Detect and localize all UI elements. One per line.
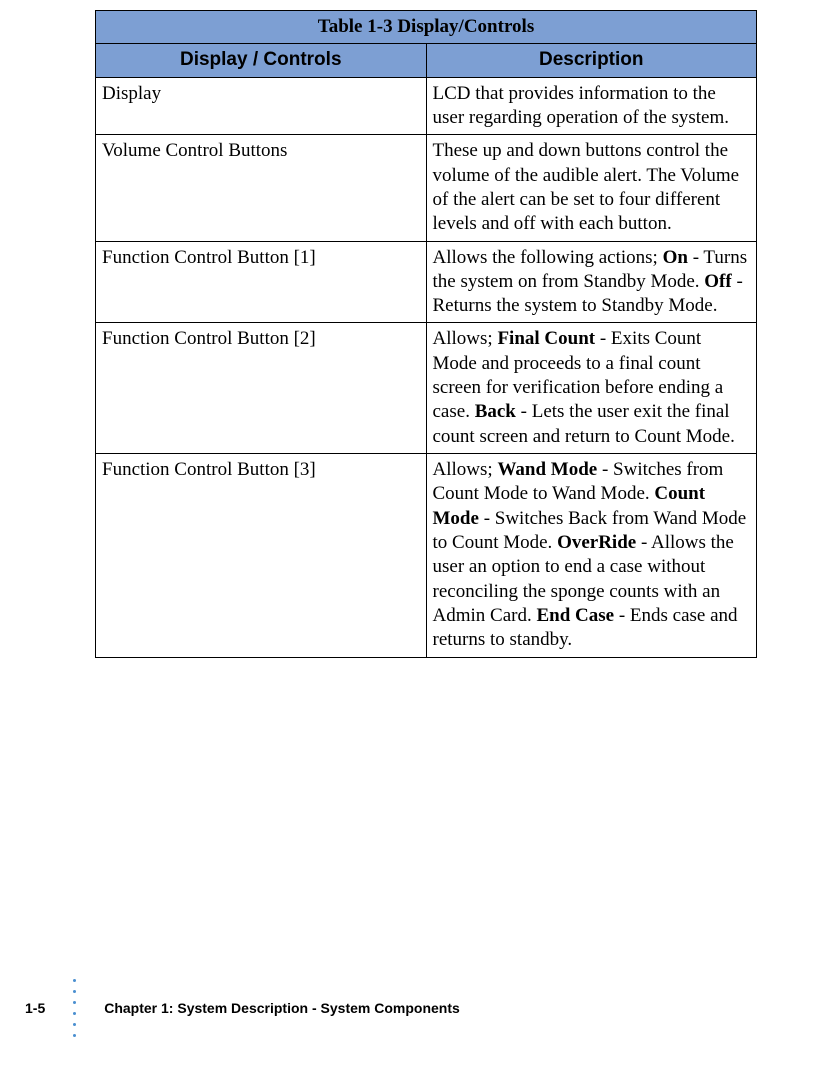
control-cell: Function Control Button [1] [96, 241, 427, 323]
control-cell: Volume Control Buttons [96, 135, 427, 241]
column-header-description: Description [426, 44, 757, 77]
table-row: Function Control Button [2]Allows; Final… [96, 323, 757, 454]
page-number: 1-5 [25, 1000, 45, 1016]
table-row: Volume Control ButtonsThese up and down … [96, 135, 757, 241]
table-row: Function Control Button [3]Allows; Wand … [96, 454, 757, 658]
footer-separator: - [308, 1000, 320, 1016]
section-label: System Components [321, 1000, 460, 1016]
footer-dots [73, 978, 76, 1038]
description-cell: Allows; Final Count - Exits Count Mode a… [426, 323, 757, 454]
page-footer: 1-5 Chapter 1: System Description - Syst… [0, 978, 800, 1038]
footer-text: Chapter 1: System Description - System C… [104, 1000, 460, 1016]
footer-dot [73, 1012, 76, 1015]
control-cell: Function Control Button [2] [96, 323, 427, 454]
table-row: DisplayLCD that provides information to … [96, 77, 757, 135]
column-header-controls: Display / Controls [96, 44, 427, 77]
footer-dot [73, 979, 76, 982]
table-title: Table 1-3 Display/Controls [96, 11, 757, 44]
description-cell: Allows; Wand Mode - Switches from Count … [426, 454, 757, 658]
footer-dot [73, 1001, 76, 1004]
control-cell: Function Control Button [3] [96, 454, 427, 658]
description-cell: Allows the following actions; On - Turns… [426, 241, 757, 323]
table-header-row: Display / Controls Description [96, 44, 757, 77]
chapter-label: Chapter 1: System Description [104, 1000, 308, 1016]
display-controls-table: Table 1-3 Display/Controls Display / Con… [95, 10, 757, 658]
control-cell: Display [96, 77, 427, 135]
table-row: Function Control Button [1]Allows the fo… [96, 241, 757, 323]
footer-dot [73, 1034, 76, 1037]
description-cell: LCD that provides information to the use… [426, 77, 757, 135]
footer-dot [73, 990, 76, 993]
description-cell: These up and down buttons control the vo… [426, 135, 757, 241]
footer-dot [73, 1023, 76, 1026]
